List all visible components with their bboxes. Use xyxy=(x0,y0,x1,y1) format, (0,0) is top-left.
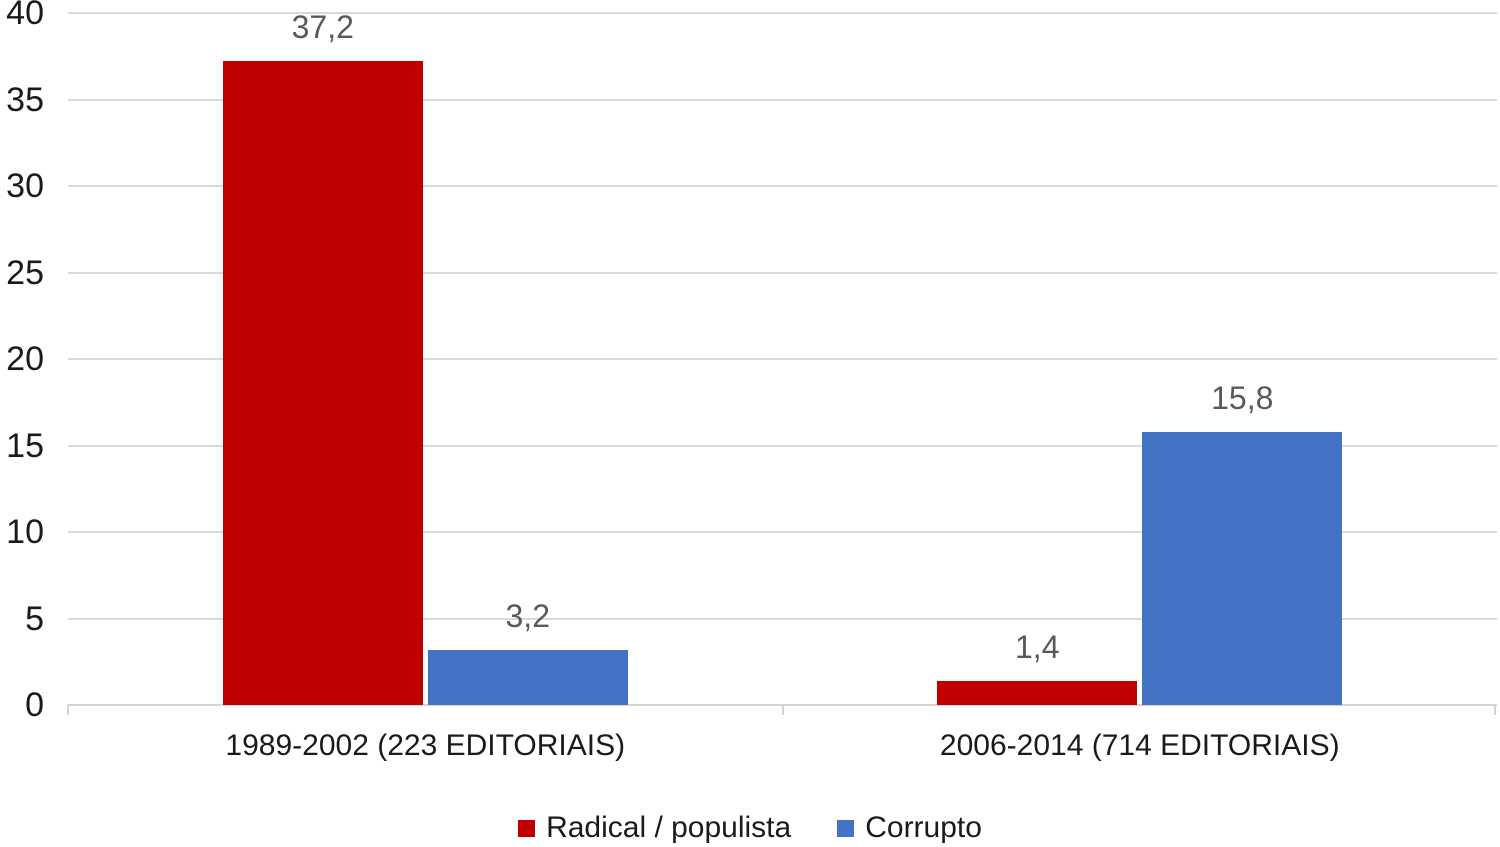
y-gridline xyxy=(68,98,1497,101)
legend-label: Corrupto xyxy=(865,811,982,844)
legend-swatch-icon xyxy=(518,819,536,837)
legend-item: Radical / populista xyxy=(518,811,791,845)
y-axis-tick-label: 40 xyxy=(6,0,44,32)
legend: Radical / populista Corrupto xyxy=(0,806,1500,847)
y-gridline xyxy=(68,12,1497,14)
bar-value-label: 1,4 xyxy=(1015,628,1060,665)
y-axis-tick-label: 35 xyxy=(6,80,44,119)
x-axis-tick xyxy=(781,705,784,715)
legend-item: Corrupto xyxy=(837,811,982,845)
legend-label: Radical / populista xyxy=(546,811,792,844)
bar-value-label: 37,2 xyxy=(291,9,354,46)
bar-value-label: 15,8 xyxy=(1211,379,1274,416)
y-gridline xyxy=(68,271,1497,274)
x-axis-tick xyxy=(67,705,69,715)
y-gridline xyxy=(68,617,1497,620)
y-axis-tick-label: 10 xyxy=(6,513,44,551)
bar xyxy=(427,649,628,705)
y-axis-tick-label: 0 xyxy=(25,686,44,724)
x-axis-tick xyxy=(1494,705,1496,715)
y-gridline xyxy=(68,444,1497,447)
bar-value-label: 3,2 xyxy=(505,597,550,634)
y-gridline xyxy=(68,531,1497,533)
bar xyxy=(222,61,423,705)
category-label: 2006-2014 (714 EDITORIAIS) xyxy=(939,729,1340,762)
y-axis-tick-label: 30 xyxy=(6,167,44,205)
y-gridline xyxy=(68,185,1497,187)
y-axis-tick-label: 5 xyxy=(25,599,44,638)
bar xyxy=(937,680,1138,705)
bar xyxy=(1142,431,1343,705)
y-axis-tick-label: 20 xyxy=(6,340,44,378)
category-label: 1989-2002 (223 EDITORIAIS) xyxy=(225,729,626,762)
y-axis-tick-label: 15 xyxy=(6,426,44,465)
legend-swatch-icon xyxy=(837,819,855,837)
y-gridline xyxy=(68,358,1497,360)
y-axis-tick-label: 25 xyxy=(6,253,44,292)
